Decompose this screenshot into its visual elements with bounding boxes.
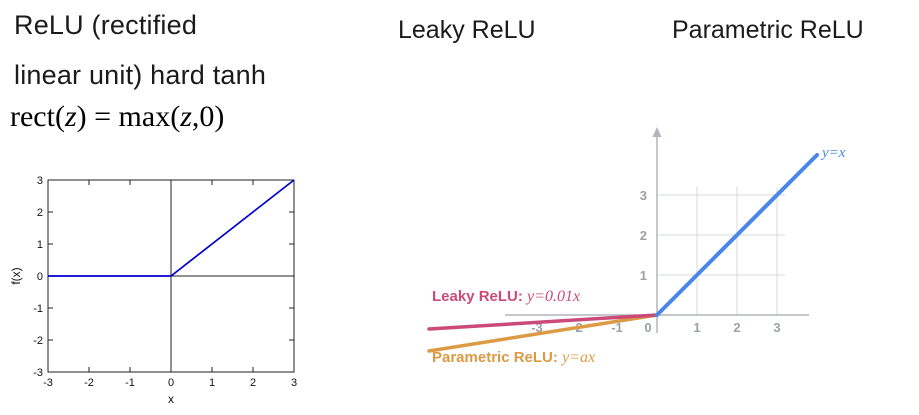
parametric-relu-annotation-formula: y=ax <box>562 349 596 366</box>
x-tick-label: -1 <box>611 320 623 335</box>
y-tick-label: 1 <box>640 268 647 283</box>
y-tick-label: 2 <box>37 207 43 219</box>
y-tick-label: 3 <box>640 188 647 203</box>
y-tick-label: 3 <box>37 175 43 187</box>
y-tick-label: 2 <box>640 228 647 243</box>
parametric-relu-annotation-label: Parametric ReLU: <box>432 349 558 366</box>
x-tick-label: 3 <box>773 320 780 335</box>
series-line <box>655 153 819 317</box>
x-tick-label: -3 <box>531 320 543 335</box>
series-line <box>427 313 659 331</box>
y-tick-label: 0 <box>37 271 43 283</box>
series-line <box>427 313 659 353</box>
relu-line <box>48 179 295 277</box>
y-tick-label: -2 <box>33 335 43 347</box>
leaky-relu-header: Leaky ReLU <box>398 16 536 44</box>
relu-title-line-1: ReLU (rectified <box>14 10 198 40</box>
x-tick-label: 3 <box>291 377 297 389</box>
formula-text: rect( <box>10 100 65 133</box>
formula-text: ,0) <box>191 100 225 133</box>
x-tick-label: 1 <box>693 320 700 335</box>
leaky-relu-annotation-label: Leaky ReLU: <box>432 288 523 305</box>
x-tick-label: 2 <box>250 377 256 389</box>
x-tick-label: 0 <box>644 320 651 335</box>
relu-formula: rect(z) = max(z,0) <box>10 100 224 134</box>
y-tick-label: -1 <box>33 303 43 315</box>
y-axis-arrow-icon <box>652 127 662 137</box>
x-tick-label: -1 <box>125 377 135 389</box>
y-tick-label: 1 <box>37 239 43 251</box>
x-tick-label: 2 <box>733 320 740 335</box>
parametric-relu-header: Parametric ReLU <box>672 16 864 44</box>
x-tick-label: -2 <box>84 377 94 389</box>
formula-var-z: z <box>180 100 192 133</box>
x-tick-label: 1 <box>209 377 215 389</box>
relu-chart: -3 -2 -1 0 1 2 3 -3 -2 -1 0 1 2 3 x f(x) <box>9 175 297 406</box>
leaky-relu-annotation-formula: y=0.01x <box>527 288 581 305</box>
formula-text: ) = max( <box>76 100 181 133</box>
x-tick-label: -3 <box>43 377 53 389</box>
y-equals-x-annotation: y=x <box>822 145 846 161</box>
x-axis-label: x <box>168 392 174 406</box>
y-axis-label: f(x) <box>9 267 23 284</box>
formula-var-z: z <box>64 100 77 133</box>
y-tick-label: -3 <box>33 367 43 379</box>
parametric-relu-annotation: Parametric ReLU: y=ax <box>432 349 595 367</box>
x-tick-label: 0 <box>168 377 174 389</box>
leaky-relu-annotation: Leaky ReLU: y=0.01x <box>432 288 580 306</box>
relu-title-line-2: linear unit) hard tanh <box>14 60 267 90</box>
